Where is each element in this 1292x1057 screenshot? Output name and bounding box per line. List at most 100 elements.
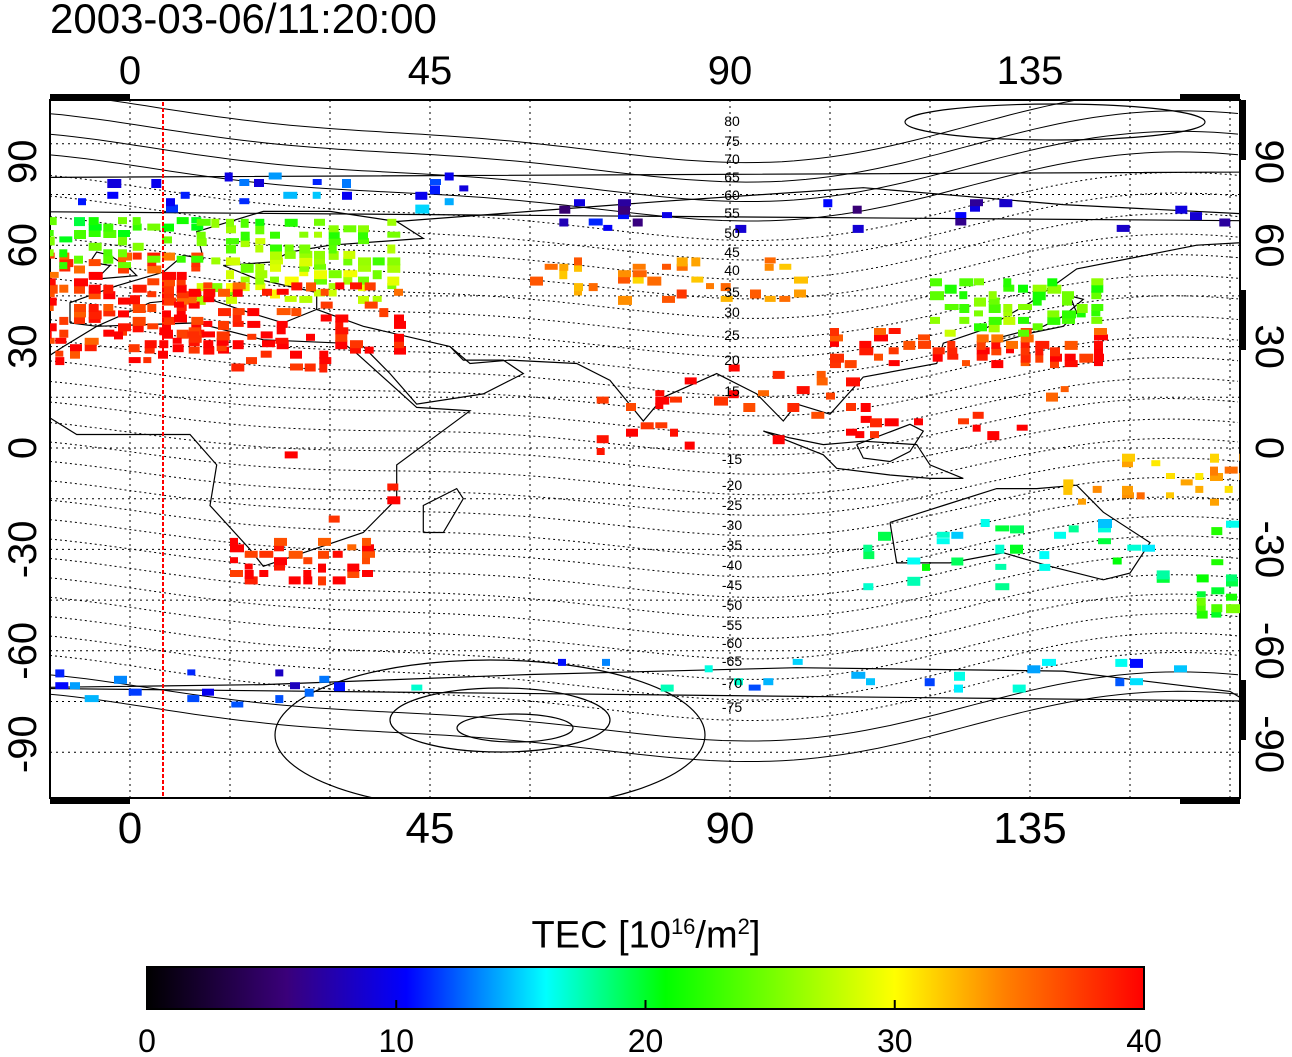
tec-cell [147,265,162,274]
tec-cell [162,271,176,280]
tec-cell [335,320,344,330]
tec-cell [203,320,213,327]
tec-cell [196,295,206,305]
tec-cell [574,257,582,266]
tec-cell [74,310,86,318]
tec-cell [303,570,312,577]
tec-cell [364,346,374,354]
tec-cell [846,403,856,411]
tec-cell [350,346,361,354]
tec-cell [319,675,330,683]
tec-cell [1064,360,1078,368]
tec-cell [255,276,265,285]
left-lat-label: 60 [1,223,45,268]
tec-cell [176,291,190,299]
tec-cell [299,270,309,277]
tec-cell [1098,538,1111,545]
tec-cell [244,563,253,570]
tec-cell [70,682,80,690]
tec-cell [312,191,321,199]
tec-cell [972,411,984,419]
tec-cell [50,271,59,278]
tec-cell [1130,658,1143,668]
tec-cell [1196,610,1208,619]
tec-cell [276,327,286,335]
tec-cell [907,576,921,586]
tec-cell [1127,544,1142,551]
tec-cell [299,295,313,303]
tec-cell [830,353,844,363]
tec-cell [275,337,289,344]
tec-cell [147,323,159,330]
tec-cell [188,346,200,354]
tec-cell [1122,492,1134,499]
tec-cell [244,550,258,558]
tec-cell [1136,492,1145,500]
dip-contour-ring [904,103,1206,141]
tec-cell [59,249,68,258]
tec-cell [1054,531,1066,539]
dip-label: -65 [722,653,742,669]
tec-cell [218,320,229,330]
tec-cell [1020,360,1030,367]
tec-cell [1098,519,1112,528]
tec-cell [260,350,272,358]
tec-cell [1042,658,1056,666]
arabia-coast [362,346,525,405]
tec-cell [299,263,310,272]
dip-contour [50,457,1239,516]
tec-cell [1098,525,1111,533]
tec-cell [1255,579,1267,587]
tec-cell [107,179,122,188]
tec-cell [176,271,187,280]
tec-cell [991,347,1002,356]
tec-cell [1196,591,1206,598]
tec-cell [276,308,291,316]
tec-cell [342,179,351,188]
tec-cell [1035,353,1044,363]
right-lat-label: 90 [1247,140,1291,185]
tec-cell [1003,310,1013,317]
tec-cell [974,278,984,286]
tec-cell [918,334,930,341]
tec-cell [459,185,469,192]
tec-cell [314,218,325,226]
dip-contour [50,397,1239,456]
tec-cell [870,431,879,439]
tec-cell [262,340,275,348]
tec-cell [1211,604,1223,613]
tec-cell [107,191,119,199]
frame-bar [1180,94,1240,100]
tec-cell [874,353,883,361]
tec-cell [314,289,325,297]
tec-cell [290,363,303,371]
tec-cell [226,289,235,296]
tec-cell [1210,498,1219,506]
tec-cell [866,678,875,686]
tec-cell [358,276,369,285]
tec-cell [176,284,187,293]
tec-cell [1018,284,1028,293]
tec-cell [276,288,289,295]
bottom-lon-label: 135 [993,804,1066,853]
tec-cell [758,390,769,397]
tec-cell [74,304,86,312]
tec-cell [830,328,839,336]
frame-bar [50,798,130,804]
tec-cell [596,396,609,404]
tec-cell [103,291,116,300]
tec-cell [1063,485,1073,495]
tec-cell [319,363,328,373]
tec-cell [162,223,174,232]
right-lat-label: -60 [1247,622,1291,680]
tec-cell [350,282,362,290]
tec-cell [976,340,986,350]
tec-cell [618,270,631,278]
dip-label: -40 [722,557,742,573]
tec-cell [888,328,901,334]
tec-cell [284,276,299,286]
left-lat-label: 30 [1,324,45,369]
tec-cell [1032,291,1046,301]
tec-cell [230,570,243,577]
right-latitude-labels: 90 60 30 0 -30 -60 -90 [1247,140,1291,774]
